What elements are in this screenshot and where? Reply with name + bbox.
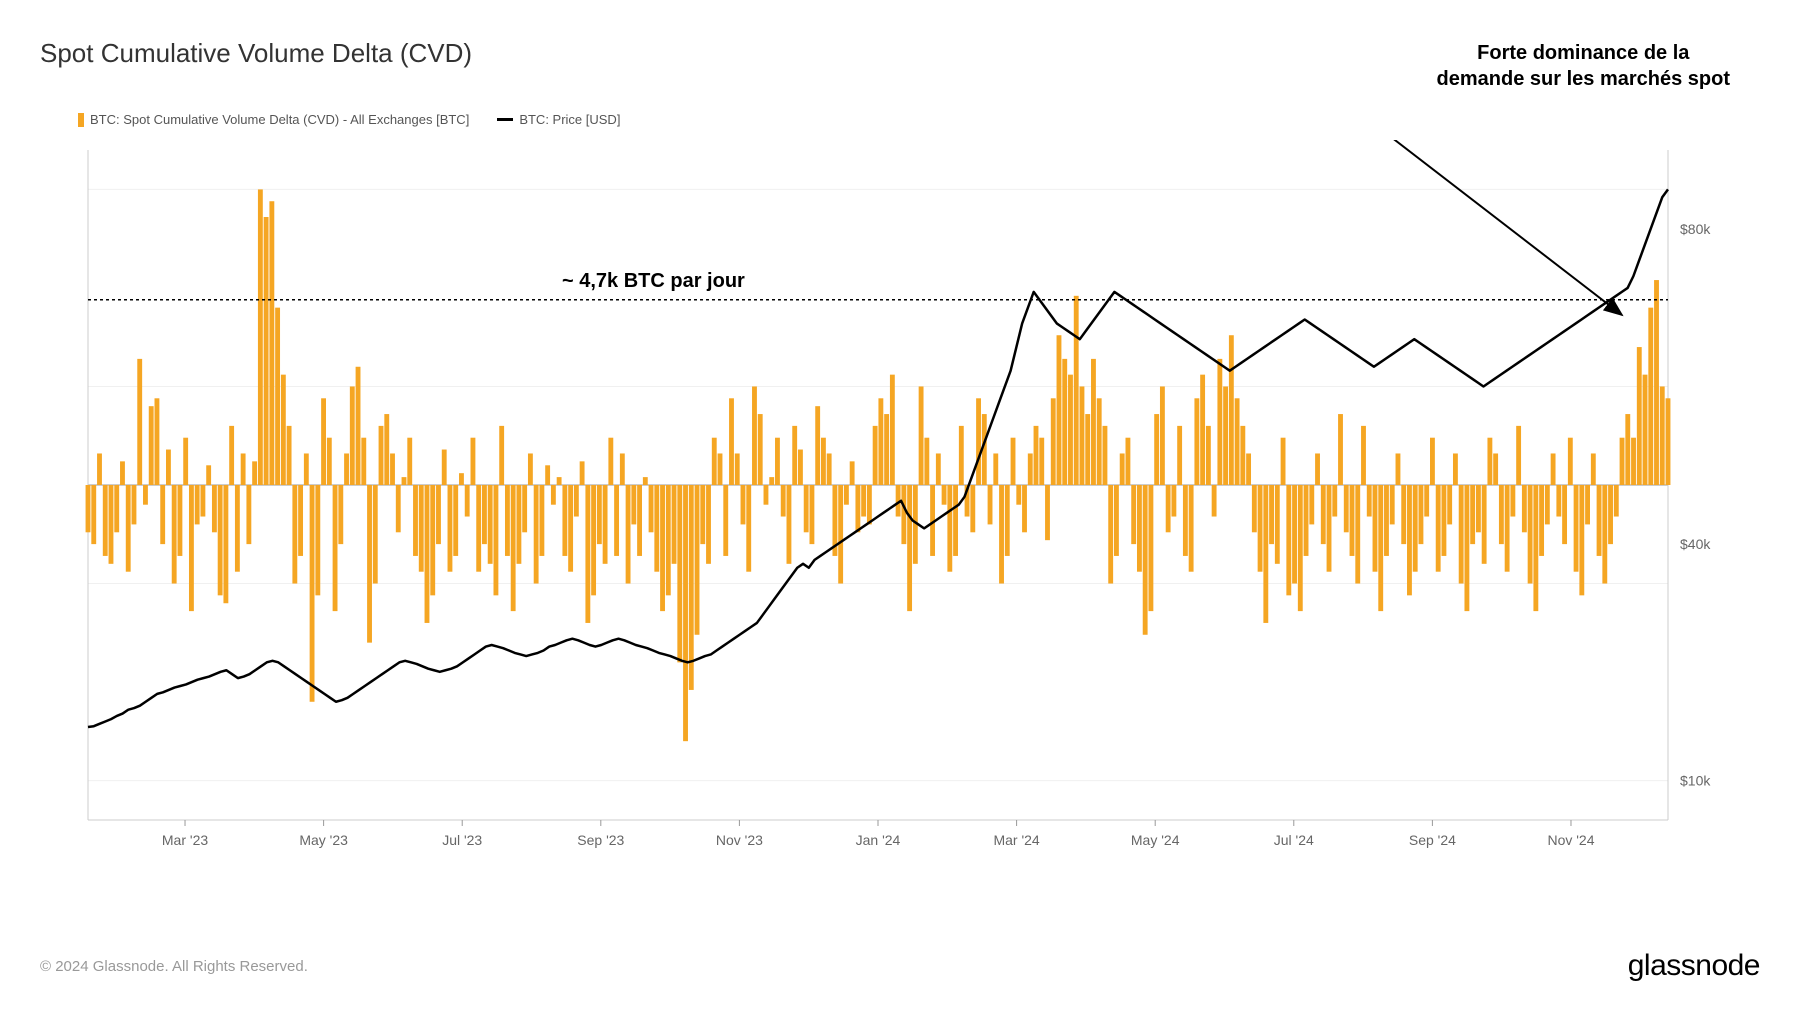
chart-title: Spot Cumulative Volume Delta (CVD) — [40, 38, 472, 69]
legend-label-cvd: BTC: Spot Cumulative Volume Delta (CVD) … — [90, 112, 469, 127]
legend-item-price: BTC: Price [USD] — [497, 112, 620, 127]
annotation-right: Forte dominance de la demande sur les ma… — [1437, 40, 1730, 92]
svg-text:Sep '24: Sep '24 — [1409, 832, 1456, 848]
svg-text:Jul '24: Jul '24 — [1274, 832, 1314, 848]
chart-area: -7.5K-2.5K2.5K7.5K$10k$40k$80kMar '23May… — [78, 140, 1738, 880]
legend-label-price: BTC: Price [USD] — [519, 112, 620, 127]
svg-text:Sep '23: Sep '23 — [577, 832, 624, 848]
svg-text:May '23: May '23 — [299, 832, 348, 848]
footer-brand: glassnode — [1628, 949, 1760, 983]
svg-text:Nov '24: Nov '24 — [1547, 832, 1594, 848]
svg-text:Mar '24: Mar '24 — [993, 832, 1039, 848]
legend-swatch-cvd — [78, 113, 84, 127]
chart-svg: -7.5K-2.5K2.5K7.5K$10k$40k$80kMar '23May… — [78, 140, 1738, 880]
svg-text:May '24: May '24 — [1131, 832, 1180, 848]
svg-text:Nov '23: Nov '23 — [716, 832, 763, 848]
legend-swatch-price — [497, 118, 513, 121]
legend: BTC: Spot Cumulative Volume Delta (CVD) … — [78, 112, 620, 127]
svg-text:$80k: $80k — [1680, 221, 1711, 237]
svg-text:$40k: $40k — [1680, 536, 1711, 552]
svg-text:$10k: $10k — [1680, 773, 1711, 789]
annotation-dashed: ~ 4,7k BTC par jour — [562, 270, 745, 293]
svg-text:Jan '24: Jan '24 — [856, 832, 901, 848]
svg-text:Jul '23: Jul '23 — [442, 832, 482, 848]
svg-text:Mar '23: Mar '23 — [162, 832, 208, 848]
legend-item-cvd: BTC: Spot Cumulative Volume Delta (CVD) … — [78, 112, 469, 127]
footer-copyright: © 2024 Glassnode. All Rights Reserved. — [40, 958, 308, 975]
